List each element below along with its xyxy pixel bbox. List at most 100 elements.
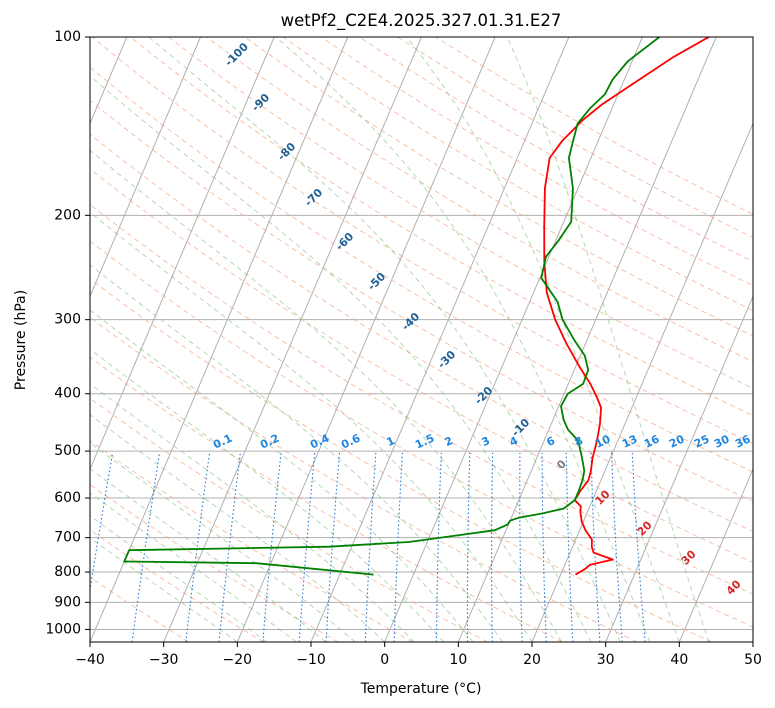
dry-adiabat bbox=[320, 37, 753, 287]
isotherm-gridline bbox=[457, 37, 717, 642]
isotherm-label: 10 bbox=[593, 487, 613, 507]
x-axis-label: Temperature (°C) bbox=[360, 681, 482, 697]
dry-adiabat bbox=[90, 99, 753, 502]
y-tick-label: 400 bbox=[54, 386, 81, 402]
x-tick-label: −30 bbox=[149, 652, 179, 668]
dry-adiabat bbox=[359, 37, 753, 262]
moist-adiabat bbox=[90, 264, 503, 642]
mixing-ratio-label: 6 bbox=[545, 434, 558, 449]
temperature-line bbox=[543, 37, 710, 576]
moist-adiabat bbox=[90, 537, 238, 642]
chart-title: wetPf2_C2E4.2025.327.01.31.E27 bbox=[281, 11, 562, 31]
isotherm-label: -30 bbox=[435, 348, 458, 371]
y-tick-label: 900 bbox=[54, 594, 81, 610]
dry-adiabat bbox=[90, 278, 712, 642]
dry-adiabat bbox=[130, 37, 753, 417]
x-tick-label: −20 bbox=[223, 652, 253, 668]
isotherm-label: -90 bbox=[249, 91, 272, 114]
isotherm-label: 20 bbox=[635, 518, 655, 538]
dry-adiabat bbox=[90, 66, 753, 473]
mixing-ratio-label: 25 bbox=[692, 432, 711, 450]
mixing-ratio-line bbox=[435, 452, 442, 642]
mixing-ratio-line bbox=[90, 452, 114, 594]
mixing-ratio-line bbox=[611, 452, 623, 642]
dry-adiabat bbox=[90, 316, 638, 642]
isotherm-gridline bbox=[163, 37, 422, 642]
isotherm-gridline bbox=[90, 37, 349, 642]
y-tick-label: 200 bbox=[54, 207, 81, 223]
moist-adiabat bbox=[90, 492, 297, 642]
dry-adiabat bbox=[90, 483, 339, 642]
mixing-ratio-label: 2 bbox=[443, 434, 455, 449]
x-tick-label: 20 bbox=[523, 652, 541, 668]
isotherm-gridline bbox=[384, 37, 643, 642]
isotherm-gridline bbox=[752, 640, 753, 642]
isotherm-label: 30 bbox=[679, 547, 699, 567]
mixing-ratio-label: 10 bbox=[593, 432, 613, 450]
dry-adiabat bbox=[244, 37, 753, 337]
isotherm-label: -70 bbox=[302, 186, 325, 209]
mixing-ratio-label: 8 bbox=[573, 434, 585, 449]
mixing-ratio-label: 13 bbox=[620, 432, 639, 450]
isotherm-gridline bbox=[531, 122, 753, 642]
mixing-ratio-label: 20 bbox=[667, 432, 687, 450]
mixing-ratio-line bbox=[364, 452, 377, 642]
isotherm-gridline bbox=[236, 37, 496, 642]
y-tick-label: 600 bbox=[54, 490, 81, 506]
mixing-ratio-label: 0.2 bbox=[258, 432, 281, 452]
dewpoint-line bbox=[123, 37, 660, 576]
x-tick-label: 0 bbox=[380, 652, 389, 668]
dry-adiabat bbox=[168, 37, 753, 389]
moist-adiabat bbox=[90, 75, 592, 642]
y-axis-ticks: 100 200 300 400 500 600 700 800 900 1000 bbox=[45, 29, 90, 637]
moist-adiabat bbox=[506, 37, 710, 642]
sounding-profiles bbox=[123, 37, 710, 576]
isotherm-label: -50 bbox=[365, 270, 388, 293]
moist-adiabat bbox=[90, 442, 356, 642]
mixing-ratio-label: 0.4 bbox=[308, 431, 331, 451]
x-tick-label: 10 bbox=[449, 652, 467, 668]
moist-adiabat bbox=[90, 348, 444, 642]
mixing-ratio-label: 16 bbox=[642, 432, 662, 450]
moist-adiabat bbox=[90, 309, 474, 642]
mixing-ratio-label: 0.1 bbox=[211, 432, 234, 452]
mixing-ratio-line bbox=[519, 452, 523, 642]
isotherm-label: 40 bbox=[724, 577, 744, 597]
isotherm-gridline bbox=[90, 37, 275, 471]
moist-adiabat bbox=[90, 414, 386, 642]
moist-adiabat bbox=[90, 211, 533, 642]
moist-adiabat bbox=[90, 149, 562, 642]
isotherm-label: -100 bbox=[222, 40, 251, 69]
moist-adiabat bbox=[90, 468, 327, 642]
y-axis-label: Pressure (hPa) bbox=[13, 290, 29, 390]
isotherm-label: -20 bbox=[472, 384, 495, 407]
mixing-ratio-label: 1 bbox=[385, 434, 397, 449]
y-tick-label: 300 bbox=[54, 312, 81, 328]
mixing-ratio-label: 30 bbox=[712, 432, 732, 450]
dry-adiabat bbox=[206, 37, 753, 363]
y-tick-label: 500 bbox=[54, 443, 81, 459]
mixing-ratio-label: 36 bbox=[733, 432, 753, 450]
moist-adiabat bbox=[90, 383, 415, 642]
mixing-ratio-line bbox=[466, 452, 471, 642]
mixing-ratio-label: 1.5 bbox=[413, 432, 436, 452]
isotherm-gridline bbox=[605, 295, 753, 642]
x-tick-label: 30 bbox=[597, 652, 615, 668]
x-tick-label: −40 bbox=[75, 652, 105, 668]
dry-adiabat bbox=[435, 37, 753, 215]
isotherm-label: -40 bbox=[399, 310, 422, 333]
dry-adiabat bbox=[90, 397, 488, 642]
moist-adiabat bbox=[406, 37, 680, 642]
plot-frame bbox=[89, 36, 754, 643]
isotherm-gridline bbox=[90, 37, 201, 298]
moist-adiabat bbox=[148, 37, 621, 642]
background-lines bbox=[90, 37, 753, 642]
line-annotations: -100-90-80-70-60-50-40-30-20-10010203040… bbox=[211, 40, 753, 598]
isotherm-label: -60 bbox=[333, 230, 356, 253]
mixing-ratio-line bbox=[131, 452, 161, 642]
mixing-ratio-label: 0.6 bbox=[339, 431, 362, 451]
dry-adiabat bbox=[282, 37, 753, 312]
moist-adiabat bbox=[90, 515, 268, 642]
mixing-ratio-label: 3 bbox=[480, 434, 492, 449]
